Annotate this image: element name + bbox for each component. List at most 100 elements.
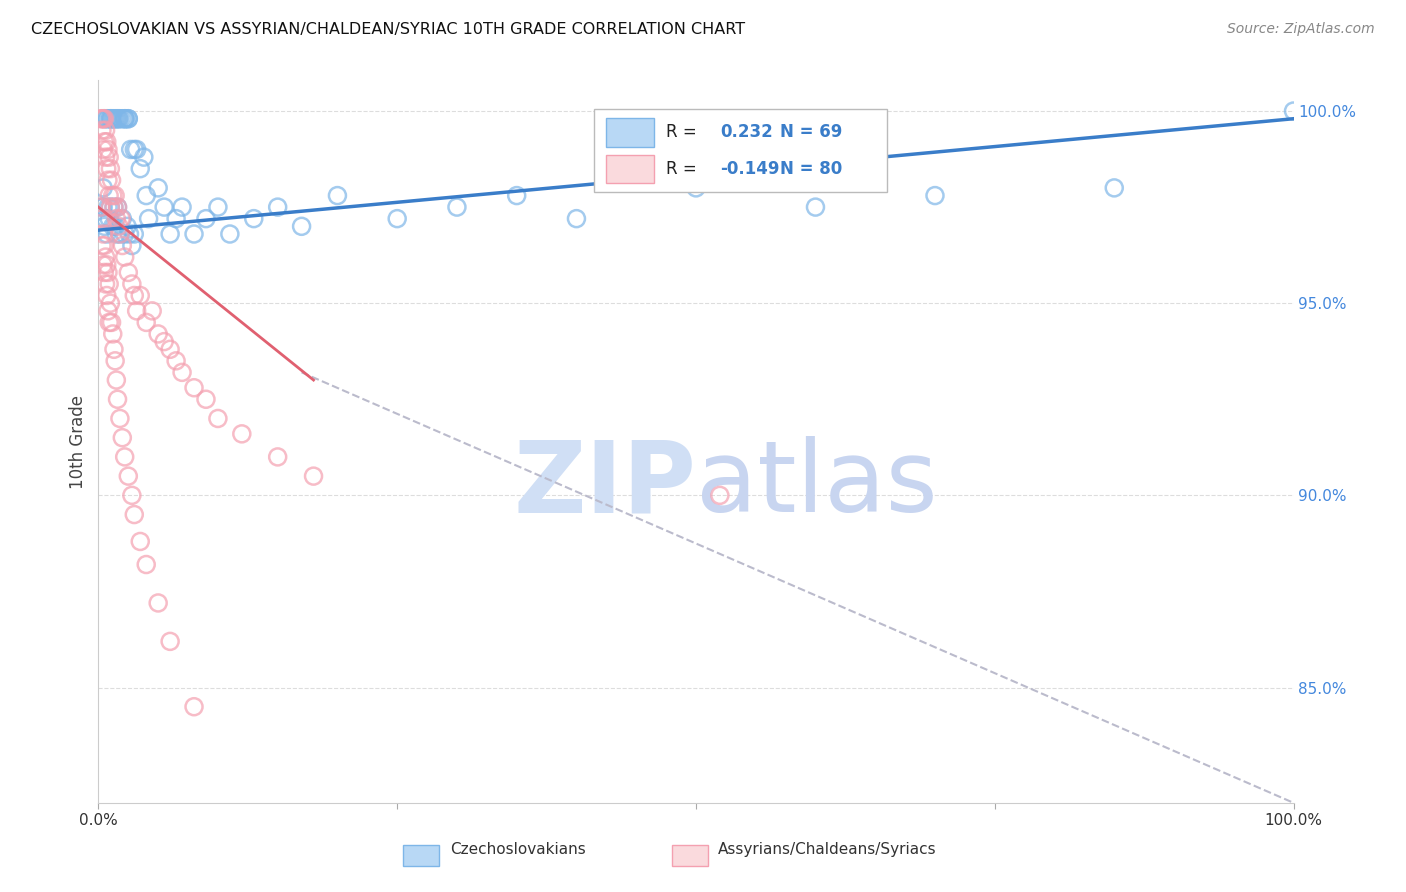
Point [107,200,129,214]
Point [135,315,157,329]
Point [124,288,146,302]
Point [98,315,121,329]
Point [97,265,120,279]
Point [105,211,128,226]
Point [101,219,124,234]
Point [91,258,114,272]
Point [107,219,129,234]
Point [104,112,127,126]
Point [118,227,141,241]
Point [105,227,128,241]
Point [107,112,129,126]
Point [132,150,155,164]
Point [121,488,143,502]
Point [110,211,132,226]
Point [114,250,136,264]
Point [93,112,115,126]
Point [108,227,131,241]
Point [103,200,125,214]
Point [114,227,136,241]
Text: N = 69: N = 69 [779,123,842,142]
Point [924,188,946,202]
Point [120,143,142,157]
Point [91,112,114,126]
Point [96,227,118,241]
Text: R =: R = [666,123,702,142]
Point [101,112,124,126]
Point [302,469,325,483]
Point [172,365,194,379]
Point [153,200,176,214]
Point [709,488,731,502]
Point [96,135,118,149]
Point [153,334,176,349]
Point [98,161,122,176]
Point [124,227,146,241]
Point [97,304,120,318]
Text: 0.232: 0.232 [720,123,773,142]
Point [96,288,118,302]
Point [98,296,122,310]
Point [121,277,143,291]
Point [114,112,136,126]
Point [91,211,114,226]
Point [98,150,121,164]
Point [111,238,134,252]
Point [103,112,125,126]
Point [219,227,242,241]
Point [124,508,146,522]
Point [104,354,127,368]
Point [101,326,124,341]
Text: ZIP: ZIP [513,436,696,533]
Point [565,211,588,226]
Point [107,392,129,407]
Point [90,200,112,214]
Point [91,227,114,241]
Point [446,200,468,214]
FancyBboxPatch shape [672,845,709,866]
Point [100,173,122,187]
Point [104,219,127,234]
Point [91,123,114,137]
Point [94,277,117,291]
Point [243,211,266,226]
Point [103,200,125,214]
Point [135,188,157,202]
Point [98,200,122,214]
Point [105,373,128,387]
Point [326,188,349,202]
Point [96,258,118,272]
Point [91,143,114,157]
Point [138,211,160,226]
Point [117,112,139,126]
Point [98,211,121,226]
Text: Czechoslovakians: Czechoslovakians [450,842,585,857]
Point [165,211,187,226]
Point [114,450,136,464]
Y-axis label: 10th Grade: 10th Grade [69,394,87,489]
Point [108,411,131,425]
Point [183,699,205,714]
Point [108,227,131,241]
Point [183,227,205,241]
Point [97,173,120,187]
Point [93,265,115,279]
Point [98,112,122,126]
Point [117,265,139,279]
FancyBboxPatch shape [606,118,654,147]
Point [291,219,314,234]
Point [105,112,128,126]
Point [207,200,229,214]
Point [91,200,114,214]
Text: R =: R = [666,160,702,178]
Point [115,219,138,234]
Text: -0.149: -0.149 [720,160,779,178]
Point [108,112,131,126]
Point [135,558,157,572]
Point [93,219,115,234]
Point [129,161,152,176]
Point [506,188,529,202]
FancyBboxPatch shape [606,154,654,184]
Point [115,112,138,126]
Point [165,354,187,368]
